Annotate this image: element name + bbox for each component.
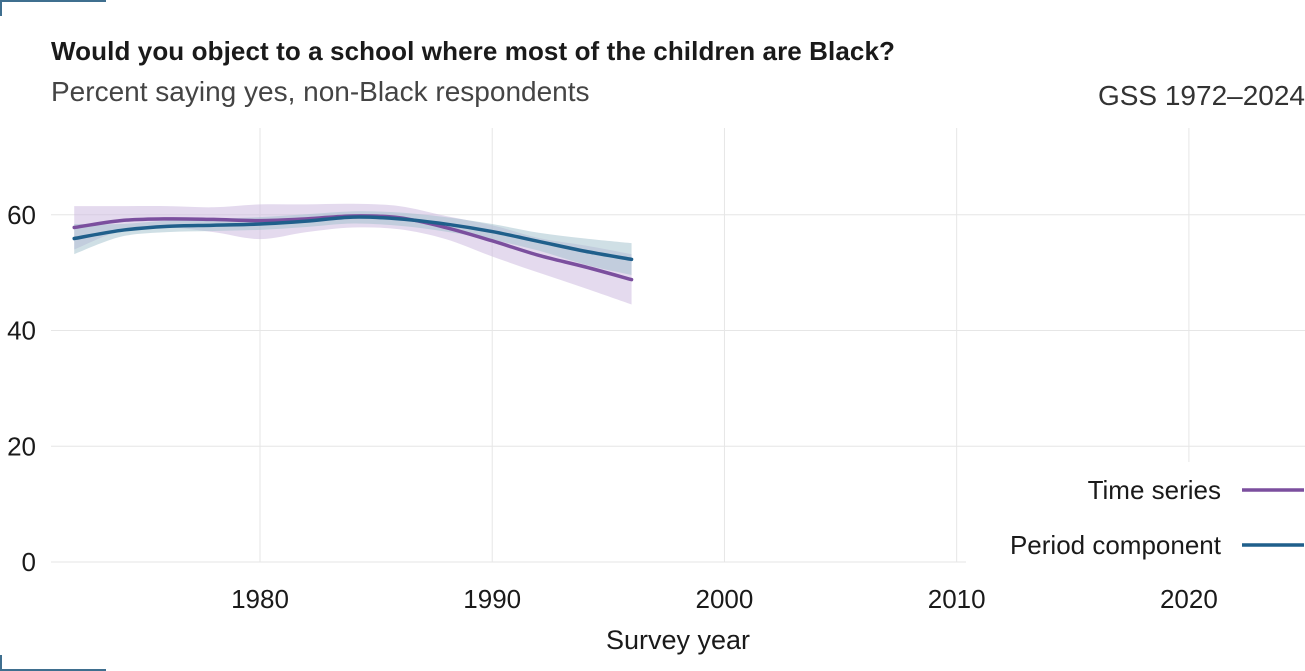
y-axis-ticks: 0 20 40 60 [7, 200, 36, 577]
chart-title: Would you object to a school where most … [51, 36, 896, 66]
x-tick-label: 2010 [928, 584, 986, 614]
y-tick-label: 20 [7, 431, 36, 461]
legend-background [966, 462, 1305, 572]
y-tick-label: 0 [22, 547, 36, 577]
legend: Time series Period component [966, 462, 1305, 572]
confidence-bands [74, 203, 632, 305]
x-axis-ticks: 1980 1990 2000 2010 2020 [231, 584, 1218, 614]
x-tick-label: 1980 [231, 584, 289, 614]
y-tick-label: 60 [7, 200, 36, 230]
legend-label: Period component [1010, 530, 1222, 560]
chart-subtitle: Percent saying yes, non-Black respondent… [51, 76, 590, 107]
x-axis-label: Survey year [606, 625, 750, 655]
bottom-left-corner-mark [0, 655, 106, 671]
x-tick-label: 2020 [1160, 584, 1218, 614]
confidence-band-1 [74, 211, 632, 275]
series-line-1 [72, 215, 634, 262]
x-tick-label: 1990 [463, 584, 521, 614]
series-lines [72, 214, 634, 282]
top-left-corner-mark [0, 0, 106, 16]
legend-label: Time series [1088, 475, 1221, 505]
x-tick-label: 2000 [696, 584, 754, 614]
y-tick-label: 40 [7, 316, 36, 346]
chart-source: GSS 1972–2024 [1097, 80, 1305, 111]
